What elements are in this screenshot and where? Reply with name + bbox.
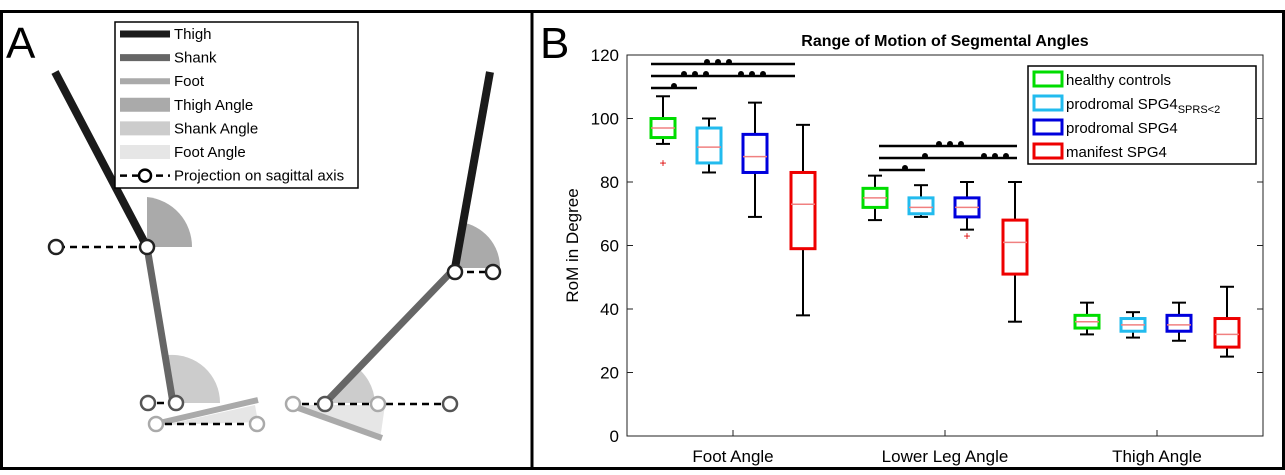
thigh-angle: [147, 197, 193, 247]
box: [1001, 218, 1029, 276]
legend-label: prodromal SPG4: [1066, 96, 1178, 113]
box: [741, 132, 769, 174]
significance-dot: [958, 141, 964, 147]
significance-dot: [936, 141, 942, 147]
box: [695, 126, 723, 165]
thigh: [51, 70, 151, 249]
legend-label: Projection on sagittal axis: [174, 168, 344, 185]
significance-dot: [726, 59, 732, 65]
legend-label: manifest SPG4: [1066, 144, 1167, 161]
diagram-legend: Thigh Shank Foot Thigh Angle Shank Angle Foot…: [114, 21, 359, 189]
legend-label: Shank Angle: [174, 120, 258, 137]
y-tick-label: 60: [600, 237, 619, 256]
y-axis-label: RoM in Degree: [563, 188, 582, 302]
y-tick-label: 0: [610, 427, 619, 446]
significance-dot: [981, 153, 987, 159]
x-tick-label: Thigh Angle: [1112, 447, 1202, 466]
chart: Range of Motion of Segmental Angles RoM i…: [563, 33, 1264, 466]
joint: [138, 238, 156, 256]
y-tick-label: 80: [600, 173, 619, 192]
significance-dot: [671, 83, 677, 89]
thigh-angle: [455, 222, 501, 268]
significance-dot: [749, 71, 755, 77]
joint: [147, 415, 165, 433]
y-tick-label: 40: [600, 300, 619, 319]
outlier: +: [659, 156, 666, 170]
significance-dot: [760, 71, 766, 77]
joint: [316, 395, 334, 413]
y-tick-label: 100: [591, 110, 619, 129]
significance-dot: [738, 71, 744, 77]
significance-dot: [704, 59, 710, 65]
legend-label: healthy controls: [1066, 72, 1171, 89]
foot: [288, 402, 384, 441]
joint: [369, 395, 387, 413]
y-tick-label: 20: [600, 364, 619, 383]
x-tick-label: Foot Angle: [692, 447, 773, 466]
significance-dot: [715, 59, 721, 65]
legend-subscript: SPRS<2: [1178, 104, 1221, 116]
shank: [322, 265, 458, 406]
joint: [284, 395, 302, 413]
box: [789, 170, 817, 251]
legend-label: Shank: [174, 50, 217, 67]
legend-label: manifest SPG4: [1066, 144, 1167, 161]
legend-label: Thigh: [174, 26, 212, 43]
significance-dot: [947, 141, 953, 147]
box: [1213, 317, 1241, 349]
legend-swatch: [1032, 142, 1064, 160]
legend-label: Foot: [174, 73, 205, 90]
box: [907, 196, 935, 216]
x-tick-label: Lower Leg Angle: [882, 447, 1009, 466]
joint: [167, 394, 185, 412]
joint: [446, 263, 464, 281]
legend-label: Thigh Angle: [174, 97, 253, 114]
chart-title: Range of Motion of Segmental Angles: [801, 33, 1089, 50]
foot-angle: [165, 405, 258, 425]
y-tick-label: 120: [591, 46, 619, 65]
legend-swatch: [1032, 118, 1064, 136]
joint: [47, 238, 65, 256]
significance-dot: [922, 153, 928, 159]
shank-angle: [168, 354, 221, 403]
significance-dot: [703, 71, 709, 77]
legend-label: Foot Angle: [174, 144, 246, 161]
legend-swatch: [1032, 70, 1064, 88]
legend-label: prodromal SPG4SPRS<2: [1066, 96, 1220, 116]
joint: [139, 394, 157, 412]
panel-label: A: [6, 19, 36, 68]
legend-swatch: [1032, 94, 1064, 112]
significance-dot: [681, 71, 687, 77]
joint: [248, 415, 266, 433]
diagram: [47, 70, 502, 441]
significance-dot: [992, 153, 998, 159]
significance-dot: [1003, 153, 1009, 159]
panel-label: B: [540, 19, 569, 68]
frame: [0, 10, 1285, 470]
significance-dot: [692, 71, 698, 77]
foot: [154, 397, 259, 427]
legend-swatch: [137, 168, 153, 183]
legend-box: [1027, 65, 1257, 165]
shank: [143, 246, 177, 404]
joint: [484, 263, 502, 281]
legend-label: prodromal SPG4: [1066, 120, 1178, 137]
thigh: [451, 71, 494, 269]
joint: [441, 395, 459, 413]
legend-label: prodromal SPG4: [1066, 120, 1178, 137]
significance-dot: [902, 165, 908, 171]
box: [1165, 313, 1193, 333]
legend-label: healthy controls: [1066, 72, 1171, 89]
outlier: +: [963, 229, 970, 243]
